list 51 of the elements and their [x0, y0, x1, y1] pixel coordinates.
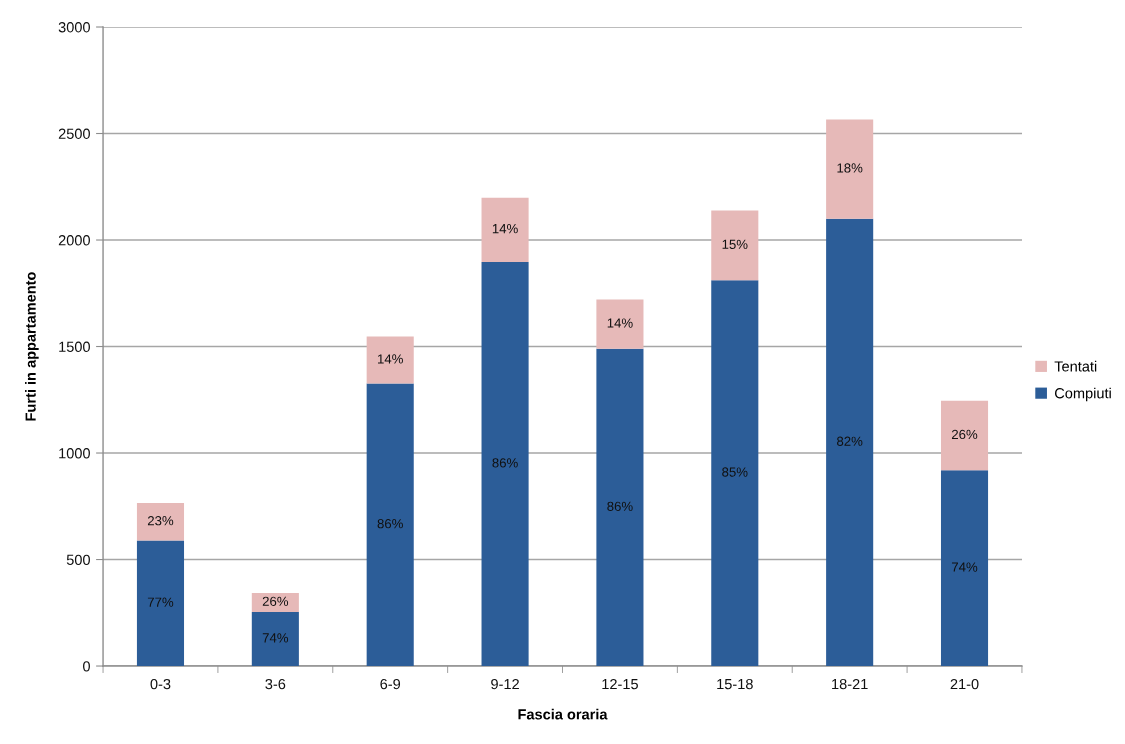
- annotation: 26%: [951, 429, 978, 440]
- bar: [826, 218, 874, 667]
- bar: [596, 299, 644, 349]
- x-tick-label: 0-3: [150, 678, 171, 690]
- y-tick-label: 1000: [59, 448, 90, 459]
- annotation: 14%: [492, 224, 518, 234]
- annotation: 18%: [837, 163, 863, 173]
- x-tick-label: 18-21: [832, 678, 868, 690]
- x-tick-label: 6-9: [380, 678, 401, 690]
- y-tick-label: 500: [66, 554, 90, 565]
- bar: [711, 280, 759, 667]
- bar: [940, 400, 989, 471]
- bar: [136, 540, 185, 667]
- bar: [366, 383, 414, 667]
- x-tick-label: 21-0: [950, 678, 979, 690]
- x-tick-label: 9-12: [491, 678, 519, 690]
- bar: [940, 470, 989, 667]
- y-tick-label: 2000: [58, 235, 90, 246]
- legend-label: Compiuti: [1054, 387, 1111, 402]
- annotation: 14%: [378, 354, 403, 364]
- y-tick-label: 3000: [58, 22, 90, 33]
- bar: [366, 336, 414, 384]
- bar: [481, 261, 529, 667]
- bar: [596, 348, 644, 667]
- y-tick-label: 2500: [58, 128, 90, 139]
- annotation: 86%: [377, 519, 403, 529]
- annotation: 23%: [147, 516, 174, 526]
- y-tick-label: 0: [83, 661, 90, 672]
- annotation: 85%: [722, 467, 748, 477]
- annotation: 74%: [262, 633, 289, 643]
- annotation: 86%: [607, 501, 633, 511]
- annotation: 26%: [262, 596, 289, 606]
- x-tick-label: 3-6: [265, 678, 286, 690]
- annotation: 15%: [722, 239, 748, 249]
- y-tick-label: 1500: [59, 341, 90, 352]
- bar: [711, 210, 759, 281]
- bar: [251, 592, 299, 612]
- bar: [481, 197, 529, 262]
- bar: [136, 503, 185, 541]
- annotation: 14%: [607, 318, 633, 328]
- annotation: 86%: [492, 458, 518, 468]
- legend-label: Tentati: [1054, 360, 1097, 372]
- annotation: 82%: [837, 436, 863, 446]
- bar: [826, 119, 874, 219]
- y-axis-title: Furti in appartamento: [25, 272, 39, 421]
- bar: [251, 611, 299, 667]
- x-tick-label: 12-15: [602, 678, 638, 690]
- x-tick-label: 15-18: [717, 678, 753, 690]
- x-axis-title: Fascia oraria: [518, 708, 608, 720]
- annotation: 74%: [951, 562, 978, 572]
- annotation: 77%: [147, 597, 174, 607]
